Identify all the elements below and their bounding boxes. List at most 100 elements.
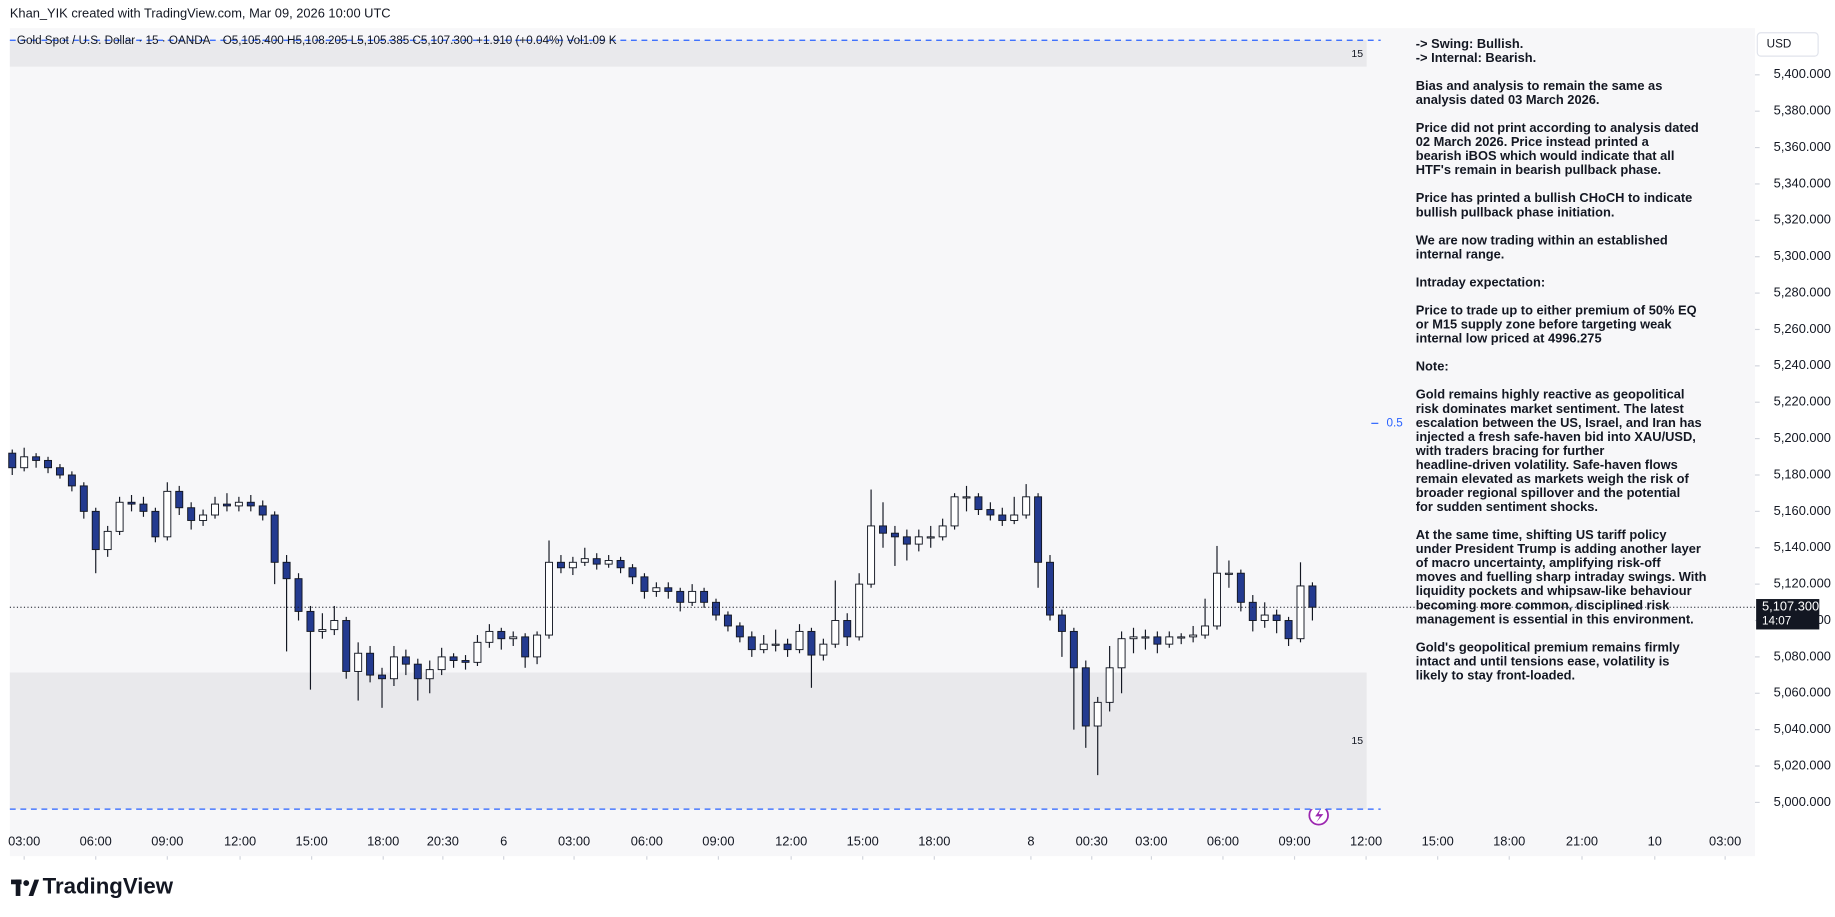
note-line: analysis dated 03 March 2026. <box>1416 92 1600 107</box>
candle-body <box>1141 636 1150 639</box>
candle-body <box>449 656 458 661</box>
x-tick-label: 03:00 <box>1709 834 1741 849</box>
note-line: of macro uncertainty, amplifying risk-of… <box>1416 555 1662 570</box>
note-line: likely to stay front-loaded. <box>1416 667 1575 682</box>
candle-body <box>234 501 243 507</box>
note-line: Intraday expectation: <box>1416 274 1545 289</box>
candle-body <box>664 587 673 592</box>
y-tick-label: 5,360.000 <box>1774 139 1831 154</box>
x-tick-label: 03:00 <box>8 834 40 849</box>
note-line: with traders bracing for further <box>1415 443 1605 458</box>
candle-body <box>556 561 565 569</box>
x-tick-label: 09:00 <box>151 834 183 849</box>
candle-body <box>378 674 386 680</box>
candle-body <box>437 656 446 671</box>
candle-body <box>926 536 935 539</box>
candle-body <box>258 505 267 516</box>
note-line: internal range. <box>1416 246 1505 261</box>
candle-body <box>867 525 876 585</box>
candle-body <box>545 561 553 636</box>
x-tick-label: 06:00 <box>631 834 663 849</box>
candle-body <box>175 490 184 509</box>
candle-body <box>461 660 470 663</box>
note-line: headline-driven volatility. Safe-haven f… <box>1416 457 1678 472</box>
candle-body <box>843 620 852 638</box>
x-tick-label: 09:00 <box>702 834 734 849</box>
x-tick-label: 8 <box>1027 834 1034 849</box>
candle-body <box>1177 636 1186 639</box>
candle-body <box>807 630 816 656</box>
x-tick-label: 15:00 <box>847 834 879 849</box>
x-tick-label: 12:00 <box>224 834 256 849</box>
candle-body <box>735 625 744 638</box>
currency: USD <box>1767 38 1792 51</box>
x-tick-label: 15:00 <box>296 834 328 849</box>
candle-body <box>1034 496 1043 563</box>
candle-body <box>819 643 828 656</box>
note-line: Bias and analysis to remain the same as <box>1416 78 1663 93</box>
candle-body <box>676 590 685 603</box>
candle-body <box>688 590 697 603</box>
y-tick-label: 5,140.000 <box>1774 539 1831 554</box>
candle-body <box>151 510 160 538</box>
candle-body <box>91 510 100 551</box>
candle-body <box>1284 620 1293 640</box>
candle-body <box>20 456 29 469</box>
x-tick-label: 12:00 <box>775 834 807 849</box>
candle-body <box>783 643 792 651</box>
candle-body <box>366 652 375 676</box>
note-line: liquidity pockets and whipsaw-like behav… <box>1416 583 1692 598</box>
candle-body <box>998 514 1007 521</box>
candle-body <box>1010 514 1019 521</box>
y-tick-label: 5,400.000 <box>1774 66 1831 81</box>
candle-body <box>1213 572 1221 627</box>
candle-body <box>533 634 542 658</box>
zone-label: 15 <box>1351 735 1363 747</box>
candle-body <box>222 503 231 507</box>
candle-body <box>962 496 971 499</box>
ohlc-values: O5,105.400 H5,108.205 L5,105.385 C5,107.… <box>223 34 617 47</box>
x-tick-label: 20:30 <box>427 834 459 849</box>
note-line: Price has printed a bullish CHoCH to ind… <box>1416 190 1693 205</box>
candle-body <box>1105 667 1114 703</box>
candle-body <box>1201 625 1210 636</box>
candle-body <box>580 558 589 563</box>
candle-body <box>700 590 709 603</box>
note-line: moves and fuelling sharp intraday swings… <box>1416 569 1707 584</box>
note-line: We are now trading within an established <box>1416 232 1668 247</box>
candle-body <box>1153 636 1162 645</box>
candle-body <box>628 567 637 578</box>
candle-body <box>115 501 124 532</box>
candle-body <box>1308 585 1317 608</box>
candle-body <box>342 620 351 672</box>
candle-body <box>282 561 291 580</box>
zone <box>9 672 1367 810</box>
candle-body <box>1129 636 1138 640</box>
note-line: 02 March 2026. Price instead printed a <box>1416 134 1650 149</box>
zone <box>9 40 1367 67</box>
note-line: HTF's remain in bearish pullback phase. <box>1416 162 1661 177</box>
candle-body <box>879 525 887 534</box>
candle-body <box>318 629 327 632</box>
x-tick-label: 6 <box>500 834 507 849</box>
candle-body <box>1165 636 1174 645</box>
candle-body <box>246 501 255 507</box>
note-line: bullish pullback phase initiation. <box>1416 204 1615 219</box>
note-line: escalation between the US, Israel, and I… <box>1416 415 1702 430</box>
candle-body <box>401 656 410 665</box>
candle-body <box>8 452 17 469</box>
note-line: becoming more common, disciplined risk <box>1416 597 1671 612</box>
candle-body <box>497 630 506 640</box>
y-tick-label: 5,300.000 <box>1774 248 1831 263</box>
last-price-label: 5,107.300 <box>1762 599 1819 614</box>
x-tick-label: 06:00 <box>1207 834 1239 849</box>
candle-body <box>1069 630 1078 669</box>
candle-body <box>79 485 88 512</box>
candle-body <box>187 507 196 521</box>
note-line: remain elevated as markets weigh the ris… <box>1416 471 1690 486</box>
note-line: Note: <box>1416 359 1449 374</box>
currency-box[interactable] <box>1756 32 1819 57</box>
candle-body <box>473 641 482 663</box>
candle-body <box>604 560 613 565</box>
candle-body <box>616 560 625 569</box>
